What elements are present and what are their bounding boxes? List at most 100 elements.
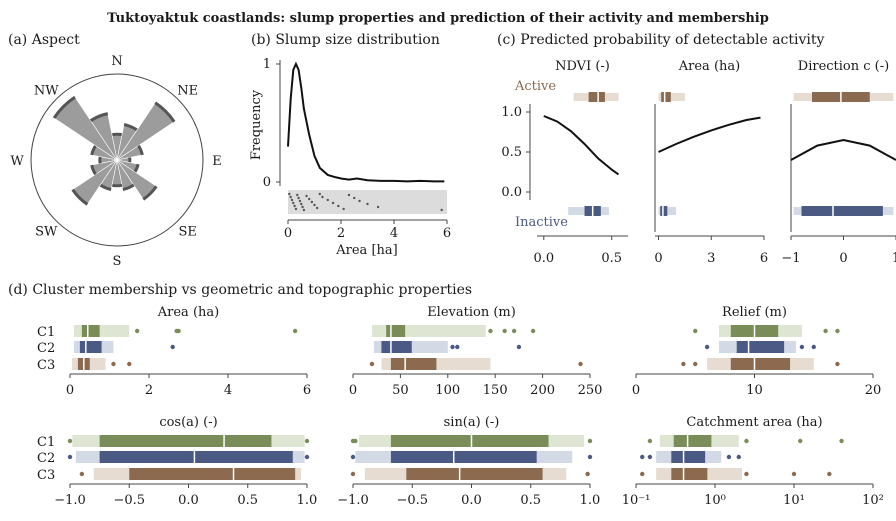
x-tick-label: 0.5: [237, 493, 258, 508]
outlier-point: [835, 362, 839, 366]
quartile-box: [100, 451, 293, 463]
active-box: [589, 92, 605, 102]
probability-line: [659, 118, 761, 152]
subplot-title: Elevation (m): [427, 305, 516, 320]
x-tick-label: −0.5: [396, 493, 428, 508]
x-tick-label: 0: [632, 383, 640, 398]
strip-point: [311, 201, 313, 203]
y-tick-label: 1.0: [501, 105, 522, 120]
cluster-label: C1: [37, 435, 55, 450]
cluster-label: C2: [37, 341, 55, 356]
quartile-box: [731, 358, 790, 370]
compass-label: S: [113, 254, 122, 269]
x-tick-label: 0: [349, 383, 357, 398]
x-tick-label: 10⁻¹: [622, 493, 651, 508]
x-tick-label: 10¹: [783, 493, 805, 508]
panel-b-label: (b) Slump size distribution: [251, 32, 440, 48]
x-tick-label: 0: [654, 251, 662, 266]
probability-line: [791, 140, 896, 160]
panel-d-label: (d) Cluster membership vs geometric and …: [8, 282, 472, 298]
strip-point: [377, 206, 379, 208]
y-tick-label: 0.5: [501, 145, 522, 160]
strip-point: [288, 193, 290, 195]
y-tick-label: 0: [263, 175, 271, 190]
quartile-box: [674, 435, 712, 447]
quartile-box: [391, 435, 549, 447]
outlier-point: [68, 439, 72, 443]
strip-point: [327, 199, 329, 201]
strip-point: [441, 209, 443, 211]
x-tick-label: 100: [435, 383, 460, 398]
outlier-point: [80, 472, 84, 476]
x-tick-label: 1.0: [297, 493, 318, 508]
outlier-point: [351, 455, 355, 459]
outlier-point: [823, 329, 827, 333]
outlier-point: [640, 472, 644, 476]
strip-point: [289, 196, 291, 198]
compass-label: NW: [34, 83, 59, 98]
panel-a-label: (a) Aspect: [8, 32, 80, 48]
outlier-point: [727, 455, 731, 459]
inactive-label: Inactive: [515, 215, 568, 230]
outlier-point: [693, 362, 697, 366]
x-axis-title: Area [ha]: [335, 243, 397, 258]
compass-label: E: [212, 154, 222, 169]
outlier-point: [812, 345, 816, 349]
cluster-label: C1: [37, 325, 55, 340]
subplot-title: Relief (m): [722, 305, 787, 320]
outlier-point: [585, 472, 589, 476]
outlier-point: [455, 345, 459, 349]
x-tick-label: 6: [303, 383, 311, 398]
x-tick-label: 200: [530, 383, 555, 398]
strip-point: [305, 195, 307, 197]
compass-label: W: [10, 154, 24, 169]
outlier-point: [305, 455, 309, 459]
compass-label: NE: [177, 83, 198, 98]
outlier-point: [127, 362, 131, 366]
x-tick-label: 10²: [862, 493, 884, 508]
outlier-point: [744, 472, 748, 476]
x-tick-label: 250: [578, 383, 603, 398]
outlier-point: [370, 362, 374, 366]
strip-point: [316, 207, 318, 209]
x-tick-label: −1.0: [337, 493, 369, 508]
outlier-point: [705, 345, 709, 349]
quartile-box: [737, 341, 784, 353]
x-tick-label: 6: [443, 226, 451, 241]
outlier-point: [792, 472, 796, 476]
outlier-point: [305, 439, 309, 443]
x-tick-label: 1.0: [580, 493, 601, 508]
compass-label: N: [111, 54, 122, 69]
outlier-point: [693, 329, 697, 333]
y-axis-title: Frequency: [249, 89, 264, 160]
figure-title: Tuktoyaktuk coastlands: slump properties…: [107, 11, 769, 26]
strip-point: [303, 209, 305, 211]
outlier-point: [176, 329, 180, 333]
x-tick-label: 2: [145, 383, 153, 398]
compass-label: SW: [35, 225, 58, 240]
outlier-point: [737, 455, 741, 459]
subplot-title: cos(a) (-): [159, 415, 217, 430]
outlier-point: [68, 455, 72, 459]
x-tick-label: 0: [284, 226, 292, 241]
outlier-point: [744, 439, 748, 443]
x-tick-label: 1: [892, 251, 896, 266]
subplot-title: Area (ha): [678, 59, 740, 74]
x-tick-label: 0: [66, 383, 74, 398]
quartile-box: [386, 325, 405, 337]
quartile-box: [129, 468, 295, 480]
x-tick-label: 10: [746, 383, 763, 398]
strip-point: [308, 198, 310, 200]
strip-point: [300, 203, 302, 205]
strip-point: [358, 200, 360, 202]
outlier-point: [351, 472, 355, 476]
cluster-label: C3: [37, 358, 55, 373]
quartile-box: [381, 341, 411, 353]
strip-point: [296, 194, 298, 196]
probability-line: [544, 116, 619, 174]
quartile-box: [406, 468, 542, 480]
strip-point: [299, 200, 301, 202]
subplot-title: NDVI (-): [555, 59, 610, 74]
